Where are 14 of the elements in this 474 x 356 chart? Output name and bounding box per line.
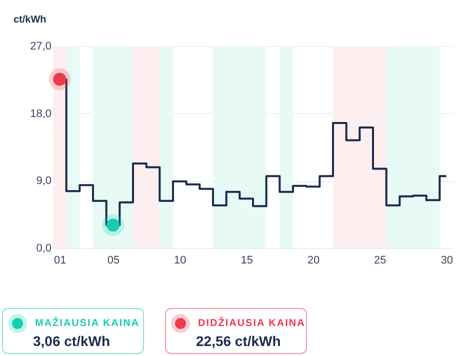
x-tick-label: 25 bbox=[374, 254, 386, 266]
y-tick-label: 0,0 bbox=[36, 242, 52, 254]
x-tick-label: 30 bbox=[440, 254, 453, 266]
y-tick-label: 18,0 bbox=[30, 108, 52, 120]
y-tick-label: 27,0 bbox=[30, 40, 52, 52]
x-tick-label: 20 bbox=[307, 254, 320, 266]
x-tick-label: 15 bbox=[240, 254, 253, 266]
x-tick-label: 05 bbox=[107, 254, 120, 266]
card: MAŽIAUSIA KAINA 3,06 ct/kWh bbox=[2, 308, 144, 354]
y-axis-title: ct/kWh bbox=[14, 14, 46, 26]
y-tick-label: 9,0 bbox=[36, 175, 52, 188]
card: DIDŽIAUSIA KAINA 22,56 ct/kWh bbox=[165, 308, 307, 354]
x-tick-label: 01 bbox=[54, 254, 66, 266]
x-tick-label: 10 bbox=[174, 254, 186, 266]
